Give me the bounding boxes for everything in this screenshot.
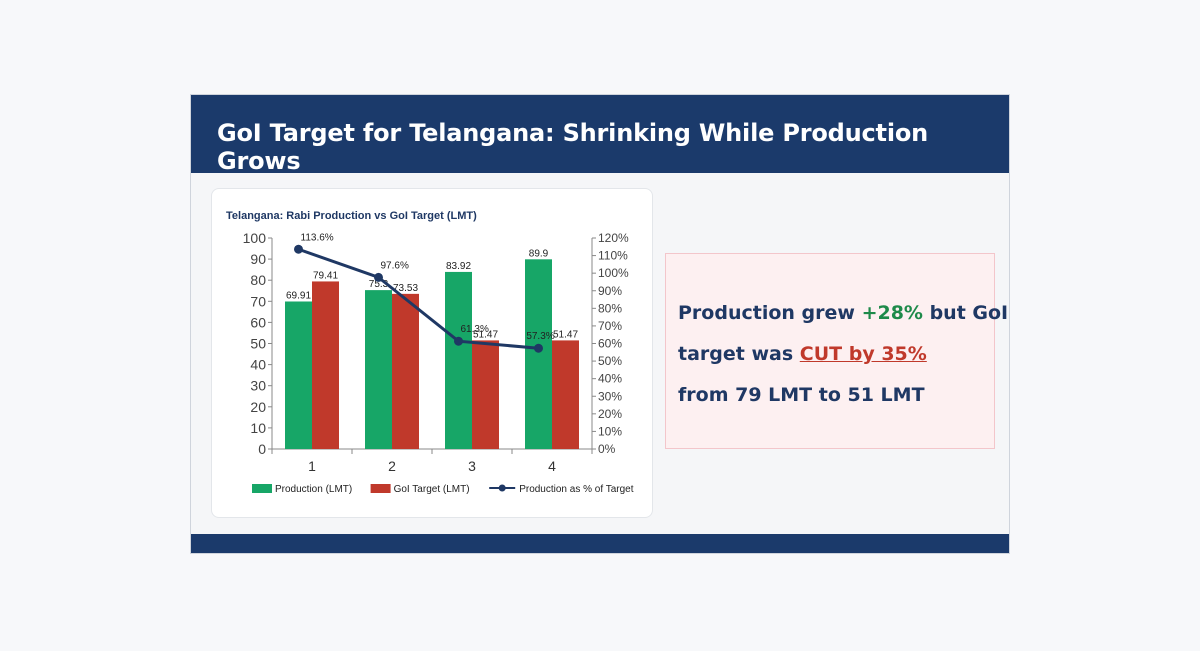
cut-highlight: CUT by 35%: [799, 343, 927, 365]
y-right-tick-label: 0%: [598, 442, 616, 456]
y-right-tick-label: 120%: [598, 231, 629, 245]
percent-point: [294, 244, 303, 254]
legend-target-swatch: [370, 484, 391, 493]
x-tick-label: 4: [548, 458, 556, 474]
y-left-tick-label: 20: [250, 399, 266, 415]
callout-line-1: Production grew +28% but GoI: [678, 302, 1008, 324]
percent-point: [374, 272, 383, 282]
legend-production-swatch: [252, 484, 272, 493]
slide: GoI Target for Telangana: Shrinking Whil…: [190, 94, 1010, 554]
y-left-tick-label: 40: [250, 357, 266, 373]
legend-label: Production (LMT): [275, 484, 352, 495]
production-bar: [445, 271, 472, 449]
legend-label: GoI Target (LMT): [394, 484, 470, 495]
target-value-label: 73.53: [393, 283, 418, 294]
target-bar: [312, 281, 339, 449]
y-right-tick-label: 90%: [598, 284, 622, 298]
target-value-label: 79.41: [313, 270, 338, 281]
y-left-tick-label: 50: [250, 336, 266, 352]
percent-line: [298, 247, 539, 350]
target-bar: [392, 293, 419, 449]
production-bar: [365, 290, 392, 449]
percent-value-label: 57.3%: [526, 331, 554, 342]
y-right-tick-label: 110%: [598, 249, 628, 263]
y-right-tick-label: 20%: [598, 407, 622, 421]
target-value-label: 51.47: [553, 329, 578, 340]
x-tick-label: 3: [468, 458, 476, 474]
target-bar: [472, 340, 499, 449]
slide-title: GoI Target for Telangana: Shrinking Whil…: [217, 119, 929, 175]
callout-text: but GoI: [922, 302, 1009, 324]
chart-title: Telangana: Rabi Production vs GoI Target…: [226, 210, 477, 222]
callout-line-2: target was CUT by 35%: [678, 343, 927, 365]
production-value-label: 89.9: [529, 248, 549, 259]
y-left-tick-label: 10: [250, 420, 266, 436]
production-value-label: 75.3: [369, 279, 389, 290]
y-right-tick-label: 30%: [598, 389, 622, 403]
slide-header: GoI Target for Telangana: Shrinking Whil…: [191, 95, 1009, 175]
y-left-tick-label: 80: [250, 272, 266, 288]
production-bar: [285, 301, 312, 449]
production-value-label: 83.92: [446, 261, 471, 272]
target-bar: [552, 340, 579, 449]
growth-highlight: +28%: [861, 302, 923, 324]
percent-value-label: 113.6%: [301, 232, 334, 243]
y-right-tick-label: 70%: [598, 319, 622, 333]
y-left-tick-label: 100: [243, 230, 267, 246]
slide-footer: [191, 534, 1009, 553]
y-right-tick-label: 100%: [598, 266, 629, 280]
callout-text: target was: [678, 343, 800, 365]
y-left-tick-label: 30: [250, 378, 266, 394]
legend-line-marker: [498, 484, 506, 492]
percent-value-label: 97.6%: [381, 260, 409, 271]
x-tick-label: 1: [308, 458, 316, 474]
percent-point: [534, 343, 543, 353]
chart-card: Telangana: Rabi Production vs GoI Target…: [211, 188, 653, 518]
percent-value-label: 61.3%: [461, 324, 489, 335]
target-value-label: 51.47: [473, 329, 498, 340]
y-right-tick-label: 50%: [598, 354, 622, 368]
production-bar: [525, 259, 552, 449]
y-left-tick-label: 0: [258, 441, 266, 457]
y-right-tick-label: 10%: [598, 424, 622, 438]
y-right-tick-label: 80%: [598, 301, 622, 315]
y-left-tick-label: 60: [250, 314, 266, 330]
callout-text: Production grew: [678, 302, 862, 324]
y-right-tick-label: 40%: [598, 372, 622, 386]
callout-line-3: from 79 LMT to 51 LMT: [678, 384, 925, 406]
x-tick-label: 2: [388, 458, 396, 474]
callout-box: Production grew +28% but GoI target was …: [665, 253, 1008, 449]
y-left-tick-label: 90: [250, 251, 266, 267]
combo-chart: Telangana: Rabi Production vs GoI Target…: [226, 210, 634, 495]
y-right-tick-label: 60%: [598, 337, 622, 351]
percent-point: [454, 336, 463, 346]
y-left-tick-label: 70: [250, 293, 266, 309]
production-value-label: 69.91: [286, 290, 311, 301]
legend-label: Production as % of Target: [519, 484, 634, 495]
